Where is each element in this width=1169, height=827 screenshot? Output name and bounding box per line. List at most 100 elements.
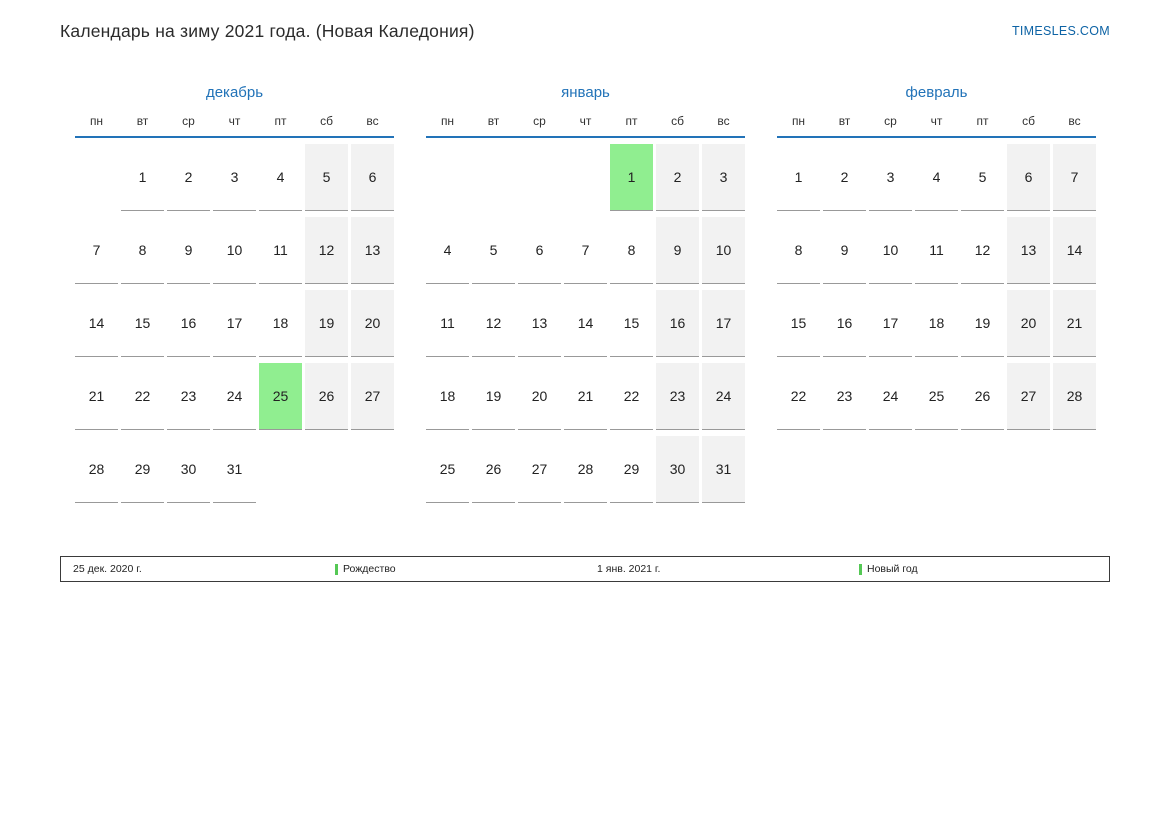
weekday-label: пн: [89, 114, 104, 128]
day-cell: 5: [472, 217, 515, 284]
weekday-label: пт: [625, 114, 638, 128]
weekday-label: пн: [440, 114, 455, 128]
day-cell: 13: [518, 290, 561, 357]
legend-date: 1 янв. 2021 г.: [585, 563, 847, 575]
month-calendar: январь пн вт ср чт пт сб вс 1 2 3 4 5 6 7 8 9 10 11 12 13 14 1…: [426, 84, 745, 503]
day-cell: 17: [869, 290, 912, 357]
day-cell: 19: [472, 363, 515, 430]
weekday-label: пт: [976, 114, 989, 128]
day-cell: 13: [351, 217, 394, 284]
day-cell: 20: [518, 363, 561, 430]
day-cell: 19: [961, 290, 1004, 357]
day-cell: 14: [75, 290, 118, 357]
day-cell: 28: [1053, 363, 1096, 430]
empty-cell: [564, 144, 607, 211]
weekday-label: вс: [717, 114, 730, 128]
day-cell: 10: [213, 217, 256, 284]
day-cell: 8: [121, 217, 164, 284]
day-cell: 1: [121, 144, 164, 211]
weekday-label: ср: [884, 114, 897, 128]
day-cell: 19: [305, 290, 348, 357]
day-cell: 21: [1053, 290, 1096, 357]
empty-cell: [518, 144, 561, 211]
holiday-day-cell: 25: [259, 363, 302, 430]
month-calendar: декабрь пн вт ср чт пт сб вс 1 2 3 4 5 6 7 8 9 10 11 12 13 14…: [75, 84, 394, 503]
day-cell: 12: [472, 290, 515, 357]
day-cell: 24: [213, 363, 256, 430]
day-cell: 22: [610, 363, 653, 430]
month-grid: 1 2 3 4 5 6 7 8 9 10 11 12 13 14 15 16 17 18 19 20 21 22 23 24 2…: [777, 144, 1096, 430]
day-cell: 21: [75, 363, 118, 430]
day-cell: 5: [305, 144, 348, 211]
day-cell: 25: [915, 363, 958, 430]
day-cell: 4: [426, 217, 469, 284]
month-grid: 1 2 3 4 5 6 7 8 9 10 11 12 13 14 15 16 17 18 19 20 21 22 23 24 2…: [75, 144, 394, 503]
day-cell: 3: [869, 144, 912, 211]
day-cell: 28: [75, 436, 118, 503]
month-title: декабрь: [205, 84, 264, 101]
weekday-label: сб: [1022, 114, 1035, 128]
day-cell: 4: [259, 144, 302, 211]
day-cell: 26: [305, 363, 348, 430]
page-title: Календарь на зиму 2021 года. (Новая Кале…: [60, 21, 475, 41]
weekday-label: вт: [838, 114, 851, 128]
day-cell: 20: [351, 290, 394, 357]
legend-date-text: 1 янв. 2021 г.: [597, 563, 661, 575]
day-cell: 6: [1007, 144, 1050, 211]
legend-item: Новый год: [847, 563, 1109, 575]
day-cell: 5: [961, 144, 1004, 211]
weekday-label: ср: [533, 114, 546, 128]
day-cell: 14: [1053, 217, 1096, 284]
day-cell: 2: [656, 144, 699, 211]
day-cell: 18: [259, 290, 302, 357]
day-cell: 27: [518, 436, 561, 503]
day-cell: 24: [702, 363, 745, 430]
day-cell: 31: [702, 436, 745, 503]
day-cell: 30: [167, 436, 210, 503]
weekday-header-row: пн вт ср чт пт сб вс: [777, 114, 1096, 138]
weekday-label: вт: [487, 114, 500, 128]
calendar-grid-row: декабрь пн вт ср чт пт сб вс 1 2 3 4 5 6 7 8 9 10 11 12 13 14…: [75, 84, 1096, 503]
weekday-label: ср: [182, 114, 195, 128]
day-cell: 9: [656, 217, 699, 284]
weekday-label: чт: [579, 114, 592, 128]
day-cell: 30: [656, 436, 699, 503]
day-cell: 7: [1053, 144, 1096, 211]
day-cell: 7: [564, 217, 607, 284]
legend-item: Рождество: [323, 563, 585, 575]
month-title: январь: [561, 84, 610, 101]
empty-cell: [426, 144, 469, 211]
day-cell: 10: [869, 217, 912, 284]
weekday-label: сб: [320, 114, 333, 128]
legend-date-text: 25 дек. 2020 г.: [73, 563, 142, 575]
day-cell: 11: [915, 217, 958, 284]
day-cell: 3: [213, 144, 256, 211]
day-cell: 1: [777, 144, 820, 211]
day-cell: 27: [351, 363, 394, 430]
weekday-label: пт: [274, 114, 287, 128]
day-cell: 10: [702, 217, 745, 284]
day-cell: 22: [777, 363, 820, 430]
day-cell: 12: [305, 217, 348, 284]
day-cell: 24: [869, 363, 912, 430]
day-cell: 20: [1007, 290, 1050, 357]
site-link[interactable]: TIMESLES.COM: [1011, 24, 1110, 38]
day-cell: 22: [121, 363, 164, 430]
day-cell: 6: [351, 144, 394, 211]
day-cell: 12: [961, 217, 1004, 284]
legend-bar: 25 дек. 2020 г. Рождество 1 янв. 2021 г. Но…: [60, 556, 1110, 582]
holiday-marker-icon: [859, 563, 862, 575]
day-cell: 21: [564, 363, 607, 430]
holiday-day-cell: 1: [610, 144, 653, 211]
legend-item-text: Новый год: [867, 563, 918, 575]
day-cell: 26: [472, 436, 515, 503]
day-cell: 15: [121, 290, 164, 357]
day-cell: 18: [915, 290, 958, 357]
day-cell: 11: [426, 290, 469, 357]
empty-cell: [259, 436, 302, 503]
day-cell: 29: [121, 436, 164, 503]
day-cell: 28: [564, 436, 607, 503]
empty-cell: [305, 436, 348, 503]
legend-date: 25 дек. 2020 г.: [61, 563, 323, 575]
day-cell: 27: [1007, 363, 1050, 430]
